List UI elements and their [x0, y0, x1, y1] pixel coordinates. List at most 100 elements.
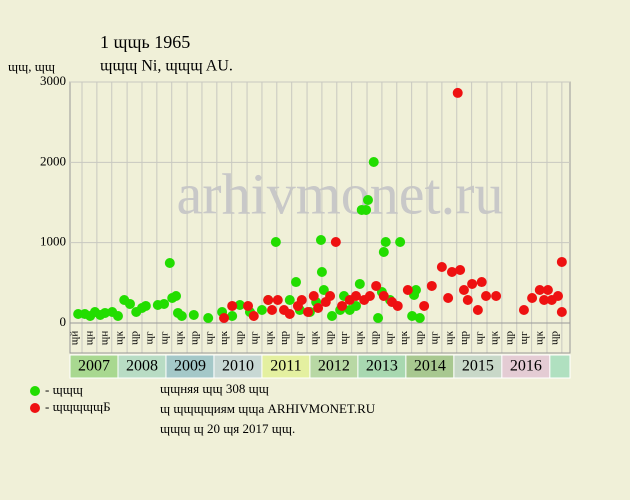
note: ɰɰняя ɰɰ 308 ɰɰ: [160, 381, 269, 396]
y-tick-label: 0: [60, 314, 67, 329]
point: [267, 304, 278, 315]
point: [534, 284, 545, 295]
point: [219, 313, 230, 324]
month-row: [69, 322, 571, 354]
year-label: 2012: [318, 358, 350, 375]
x-tick-label: ɰг: [203, 331, 215, 345]
point: [491, 291, 502, 302]
point: [243, 300, 254, 311]
x-tick-label: ɰг: [428, 331, 440, 345]
x-tick-label: ɰг: [518, 331, 530, 345]
point: [303, 306, 314, 317]
point: [315, 235, 326, 246]
year-label: 2007: [78, 358, 110, 375]
point: [325, 291, 336, 302]
legend-label: - ɰɰɰ: [45, 382, 83, 397]
point: [378, 246, 389, 257]
point: [361, 204, 372, 215]
point: [227, 311, 238, 322]
x-tick-label: ɰк: [114, 330, 126, 345]
x-tick-label: ɰк: [308, 330, 320, 345]
point: [380, 237, 391, 248]
y-tick-label: 1000: [40, 234, 66, 249]
note: ɰ ɰɰɰɰиям ɰɰа ARHIVMONET.RU: [160, 401, 376, 416]
year-label: 2016: [510, 358, 542, 375]
point: [171, 291, 182, 302]
point: [203, 313, 214, 324]
point: [256, 304, 267, 315]
point: [436, 262, 447, 273]
point: [542, 284, 553, 295]
x-tick-label: ɰн: [83, 331, 95, 346]
point: [368, 157, 379, 168]
point: [452, 87, 463, 98]
point: [350, 291, 361, 302]
point: [392, 300, 403, 311]
point: [263, 295, 274, 306]
year-label: 2009: [174, 358, 206, 375]
point: [176, 311, 187, 322]
point: [284, 295, 295, 306]
point: [159, 298, 170, 309]
point: [112, 311, 123, 322]
x-tick-label: ɰк: [488, 330, 500, 345]
x-tick-label: ɰг: [294, 331, 306, 345]
point: [350, 300, 361, 311]
year-label: 2015: [462, 358, 494, 375]
x-tick-label: ɰк: [398, 330, 410, 345]
x-tick-label: ɰр: [368, 330, 380, 345]
x-tick-label: ɰг: [143, 331, 155, 345]
point: [455, 264, 466, 275]
x-tick-label: ɰк: [443, 330, 455, 345]
x-tick-label: ɰк: [533, 330, 545, 345]
point: [354, 278, 365, 289]
point: [414, 313, 425, 324]
point: [556, 256, 567, 267]
point: [462, 295, 473, 306]
point: [326, 311, 337, 322]
x-tick-label: ɰн: [98, 331, 110, 346]
point: [395, 237, 406, 248]
point: [518, 304, 529, 315]
point: [481, 291, 492, 302]
year-label: 2010: [222, 358, 254, 375]
point: [140, 300, 151, 311]
x-tick-label: ɰр: [129, 330, 141, 345]
point: [419, 300, 430, 311]
point: [272, 295, 283, 306]
point: [407, 311, 418, 322]
point: [248, 311, 259, 322]
point: [373, 313, 384, 324]
point: [410, 284, 421, 295]
point: [472, 304, 483, 315]
x-tick-label: ɰг: [338, 331, 350, 345]
year-label: 2014: [414, 358, 446, 375]
year-band: [549, 354, 571, 379]
point: [316, 266, 327, 277]
year-label: 2013: [366, 358, 398, 375]
point: [553, 291, 564, 302]
point: [364, 291, 375, 302]
year-label: 2008: [126, 358, 158, 375]
point: [270, 237, 281, 248]
point: [476, 277, 487, 288]
x-tick-label: ɰр: [323, 330, 335, 345]
x-tick-label: ɰр: [278, 330, 290, 345]
point: [164, 257, 175, 268]
x-tick-label: ɰк: [218, 330, 230, 345]
point: [443, 293, 454, 304]
chart-title: 1 ɰɰь 1965: [100, 32, 190, 52]
point: [378, 291, 389, 302]
point: [458, 284, 469, 295]
x-tick-label: ɰр: [548, 330, 560, 345]
point: [527, 293, 538, 304]
y-tick-label: 2000: [40, 153, 66, 168]
x-tick-label: ɰр: [503, 330, 515, 345]
note: ɰɰɰ ɰ 20 ɰя 2017 ɰɰ.: [160, 421, 295, 436]
point: [313, 302, 324, 313]
point: [124, 298, 135, 309]
point: [296, 295, 307, 306]
year-label: 2011: [270, 358, 301, 375]
